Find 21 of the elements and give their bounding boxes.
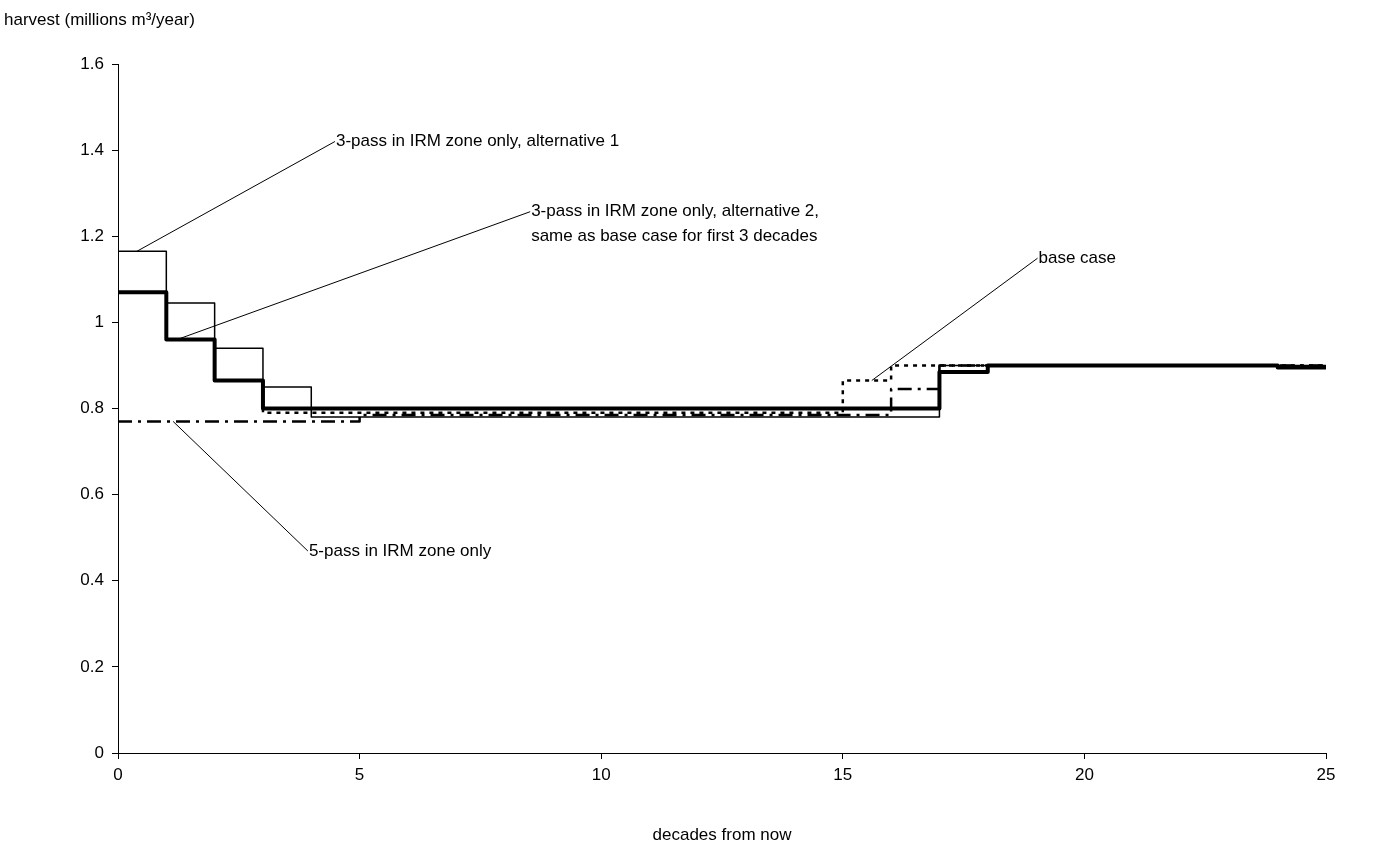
y-tick-label: 0.2 [80, 656, 104, 676]
x-tick-label: 5 [354, 764, 365, 784]
y-tick-label: 0.6 [80, 484, 104, 504]
y-tick-label: 1 [94, 312, 104, 332]
y-tick-label: 0 [94, 742, 104, 762]
annotation: 5-pass in IRM zone only [308, 540, 492, 560]
x-tick-label: 20 [1074, 764, 1094, 784]
annotation: 3-pass in IRM zone only, alternative 1 [335, 131, 620, 151]
y-tick-label: 1.2 [80, 225, 104, 245]
y-axis-title: harvest (millions m³/year) [4, 9, 195, 29]
x-tick-label: 0 [113, 764, 123, 784]
y-tick-label: 1.6 [80, 53, 104, 73]
x-tick-label: 15 [833, 764, 853, 784]
annotation: 3-pass in IRM zone only, alternative 2, same as base case for first 3 decades [531, 201, 820, 246]
y-tick-label: 0.8 [80, 398, 104, 418]
x-tick-label: 25 [1316, 764, 1336, 784]
y-tick-label: 0.4 [80, 570, 104, 590]
x-tick-label: 10 [591, 764, 611, 784]
annotation: base case [1038, 247, 1117, 267]
y-tick-label: 1.4 [80, 139, 104, 159]
x-axis-title: decades from now [652, 825, 793, 845]
